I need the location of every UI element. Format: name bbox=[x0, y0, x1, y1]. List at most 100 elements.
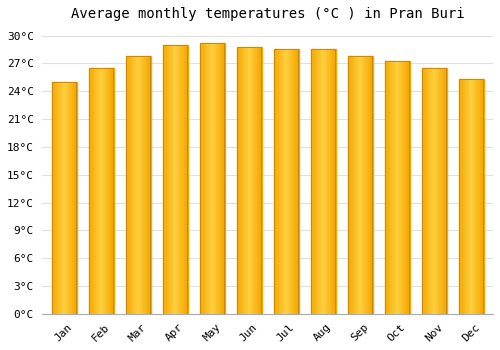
Bar bbox=[163, 45, 187, 314]
Bar bbox=[460, 79, 462, 314]
Bar bbox=[261, 47, 262, 314]
Bar bbox=[103, 68, 104, 314]
Bar bbox=[112, 68, 113, 314]
Bar bbox=[130, 56, 132, 314]
Bar bbox=[245, 47, 246, 314]
Bar bbox=[288, 49, 290, 314]
Bar bbox=[208, 43, 209, 314]
Bar bbox=[476, 79, 477, 314]
Bar bbox=[385, 61, 386, 314]
Bar bbox=[200, 43, 224, 314]
Bar bbox=[442, 68, 444, 314]
Bar bbox=[149, 56, 150, 314]
Bar bbox=[335, 49, 336, 314]
Bar bbox=[64, 82, 65, 314]
Bar bbox=[477, 79, 478, 314]
Bar bbox=[362, 56, 363, 314]
Bar bbox=[174, 45, 176, 314]
Title: Average monthly temperatures (°C ) in Pran Buri: Average monthly temperatures (°C ) in Pr… bbox=[70, 7, 464, 21]
Bar bbox=[214, 43, 216, 314]
Bar bbox=[176, 45, 177, 314]
Bar bbox=[469, 79, 470, 314]
Bar bbox=[110, 68, 111, 314]
Bar bbox=[136, 56, 138, 314]
Bar bbox=[69, 82, 70, 314]
Bar bbox=[218, 43, 219, 314]
Bar bbox=[408, 61, 409, 314]
Bar bbox=[398, 61, 399, 314]
Bar bbox=[126, 56, 150, 314]
Bar bbox=[348, 56, 372, 314]
Bar bbox=[102, 68, 103, 314]
Bar bbox=[129, 56, 130, 314]
Bar bbox=[311, 49, 335, 314]
Bar bbox=[258, 47, 259, 314]
Bar bbox=[274, 49, 298, 314]
Bar bbox=[138, 56, 139, 314]
Bar bbox=[279, 49, 280, 314]
Bar bbox=[314, 49, 315, 314]
Bar bbox=[320, 49, 321, 314]
Bar bbox=[93, 68, 94, 314]
Bar bbox=[353, 56, 354, 314]
Bar bbox=[90, 68, 92, 314]
Bar bbox=[163, 45, 164, 314]
Bar bbox=[277, 49, 278, 314]
Bar bbox=[98, 68, 99, 314]
Bar bbox=[61, 82, 62, 314]
Bar bbox=[459, 79, 483, 314]
Bar bbox=[288, 49, 289, 314]
Bar bbox=[368, 56, 370, 314]
Bar bbox=[334, 49, 335, 314]
Bar bbox=[431, 68, 432, 314]
Bar bbox=[177, 45, 178, 314]
Bar bbox=[68, 82, 69, 314]
Bar bbox=[474, 79, 476, 314]
Bar bbox=[144, 56, 145, 314]
Bar bbox=[170, 45, 171, 314]
Bar bbox=[106, 68, 107, 314]
Bar bbox=[367, 56, 368, 314]
Bar bbox=[422, 68, 446, 314]
Bar bbox=[168, 45, 170, 314]
Bar bbox=[293, 49, 294, 314]
Bar bbox=[441, 68, 442, 314]
Bar bbox=[467, 79, 468, 314]
Bar bbox=[58, 82, 59, 314]
Bar bbox=[203, 43, 204, 314]
Bar bbox=[329, 49, 330, 314]
Bar bbox=[370, 56, 371, 314]
Bar bbox=[242, 47, 244, 314]
Bar bbox=[283, 49, 284, 314]
Bar bbox=[330, 49, 332, 314]
Bar bbox=[89, 68, 90, 314]
Bar bbox=[362, 56, 364, 314]
Bar bbox=[254, 47, 255, 314]
Bar bbox=[481, 79, 482, 314]
Bar bbox=[98, 68, 100, 314]
Bar bbox=[96, 68, 97, 314]
Bar bbox=[388, 61, 389, 314]
Bar bbox=[216, 43, 217, 314]
Bar bbox=[66, 82, 68, 314]
Bar bbox=[290, 49, 292, 314]
Bar bbox=[326, 49, 328, 314]
Bar bbox=[276, 49, 277, 314]
Bar bbox=[315, 49, 316, 314]
Bar bbox=[432, 68, 434, 314]
Bar bbox=[182, 45, 184, 314]
Bar bbox=[186, 45, 187, 314]
Bar bbox=[333, 49, 334, 314]
Bar bbox=[139, 56, 140, 314]
Bar bbox=[316, 49, 318, 314]
Bar bbox=[207, 43, 208, 314]
Bar bbox=[187, 45, 188, 314]
Bar bbox=[356, 56, 357, 314]
Bar bbox=[354, 56, 356, 314]
Bar bbox=[323, 49, 324, 314]
Bar bbox=[132, 56, 134, 314]
Bar bbox=[113, 68, 114, 314]
Bar bbox=[52, 82, 54, 314]
Bar bbox=[435, 68, 436, 314]
Bar bbox=[249, 47, 250, 314]
